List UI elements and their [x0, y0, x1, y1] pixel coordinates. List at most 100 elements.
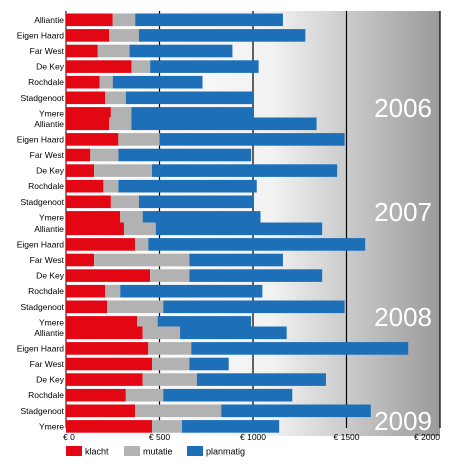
bar-mutatie — [94, 164, 153, 177]
legend-swatch-planmatig — [187, 446, 203, 456]
bar-planmatig — [181, 420, 280, 433]
bar-klacht — [66, 342, 149, 355]
bar-klacht — [66, 326, 143, 340]
category-label: Alliantie — [34, 224, 64, 234]
bar-klacht — [66, 316, 138, 329]
category-label: Ymere — [39, 108, 64, 118]
bar-planmatig — [191, 342, 409, 355]
category-label: Eigen Haard — [17, 343, 65, 353]
bar-klacht — [66, 357, 153, 371]
bar-planmatig — [135, 13, 283, 27]
bar-klacht — [66, 222, 124, 236]
bar-planmatig — [189, 269, 323, 282]
bar-planmatig — [131, 117, 317, 131]
x-tick-label: € 2000 — [414, 432, 440, 442]
bar-planmatig — [196, 373, 326, 386]
year-labels: 2006 2007 2008 2009 — [374, 93, 432, 436]
bar-planmatig — [189, 253, 283, 267]
bar-mutatie — [110, 107, 132, 120]
category-label: De Key — [36, 375, 65, 385]
x-tick-label: € 500 — [149, 432, 171, 442]
bar-klacht — [66, 269, 151, 282]
x-tick-label: € 0 — [63, 432, 75, 442]
bar-mutatie — [90, 148, 119, 162]
bar-klacht — [66, 133, 119, 146]
bar-klacht — [66, 107, 111, 120]
category-label: Rochdale — [28, 286, 64, 296]
bar-planmatig — [189, 357, 229, 371]
category-labels: Alliantie Eigen Haard Far West De Key Rochda… — [17, 15, 65, 432]
bar-mutatie — [131, 60, 151, 73]
year-label: 2008 — [374, 302, 432, 332]
bar-mutatie — [142, 373, 197, 386]
category-label: Far West — [30, 255, 65, 265]
bar-mutatie — [135, 238, 149, 251]
category-label: Alliantie — [34, 119, 64, 129]
bar-mutatie — [150, 269, 190, 282]
bar-klacht — [66, 179, 104, 193]
category-label: Ymere — [39, 421, 64, 431]
bar-mutatie — [107, 300, 164, 314]
year-label: 2007 — [374, 197, 432, 227]
bar-mutatie — [94, 253, 190, 267]
bar-mutatie — [99, 75, 113, 89]
bar-klacht — [66, 420, 153, 433]
category-label: De Key — [36, 271, 65, 281]
category-label: Stadgenoot — [21, 302, 65, 312]
bar-klacht — [66, 195, 111, 209]
bar-mutatie — [109, 29, 139, 42]
bar-klacht — [66, 91, 106, 105]
bar-mutatie — [103, 179, 119, 193]
category-label: Stadgenoot — [21, 93, 65, 103]
bar-mutatie — [148, 342, 192, 355]
category-label: Alliantie — [34, 328, 64, 338]
category-label: De Key — [36, 62, 65, 72]
bar-planmatig — [180, 326, 287, 340]
year-label: 2009 — [374, 406, 432, 436]
legend-swatch-mutatie — [124, 446, 140, 456]
bar-klacht — [66, 388, 126, 402]
category-label: Stadgenoot — [21, 197, 65, 207]
category-label: De Key — [36, 166, 65, 176]
bar-mutatie — [152, 357, 190, 371]
bar-klacht — [66, 404, 136, 418]
bar-planmatig — [112, 75, 203, 89]
bar-planmatig — [155, 222, 323, 236]
legend-label-klacht: klacht — [85, 447, 109, 457]
category-label: Eigen Haard — [17, 30, 65, 40]
category-label: Far West — [30, 150, 65, 160]
bar-mutatie — [109, 117, 132, 131]
legend-swatch-klacht — [66, 446, 82, 456]
bar-mutatie — [142, 326, 181, 340]
bar-planmatig — [159, 133, 345, 146]
bar-klacht — [66, 148, 91, 162]
bar-klacht — [66, 75, 100, 89]
bar-mutatie — [123, 222, 156, 236]
bar-mutatie — [118, 133, 160, 146]
category-label: Ymere — [39, 212, 64, 222]
bar-klacht — [66, 300, 108, 314]
bar-mutatie — [137, 316, 158, 329]
bar-mutatie — [110, 195, 139, 209]
category-label: Rochdale — [28, 181, 64, 191]
legend-label-planmatig: planmatig — [206, 447, 245, 457]
bar-planmatig — [129, 44, 233, 58]
bar-planmatig — [148, 238, 366, 251]
bar-planmatig — [138, 195, 253, 209]
bar-planmatig — [221, 404, 371, 418]
bar-mutatie — [97, 44, 130, 58]
bar-planmatig — [138, 29, 306, 42]
bar-klacht — [66, 284, 106, 298]
bar-klacht — [66, 29, 110, 42]
bar-klacht — [66, 13, 113, 27]
bar-planmatig — [150, 60, 259, 73]
category-label: Far West — [30, 46, 65, 56]
bar-mutatie — [120, 211, 143, 224]
category-label: Rochdale — [28, 77, 64, 87]
bar-klacht — [66, 164, 95, 177]
bar-mutatie — [152, 420, 182, 433]
bar-planmatig — [152, 164, 338, 177]
category-label: Stadgenoot — [21, 406, 65, 416]
bar-klacht — [66, 44, 98, 58]
